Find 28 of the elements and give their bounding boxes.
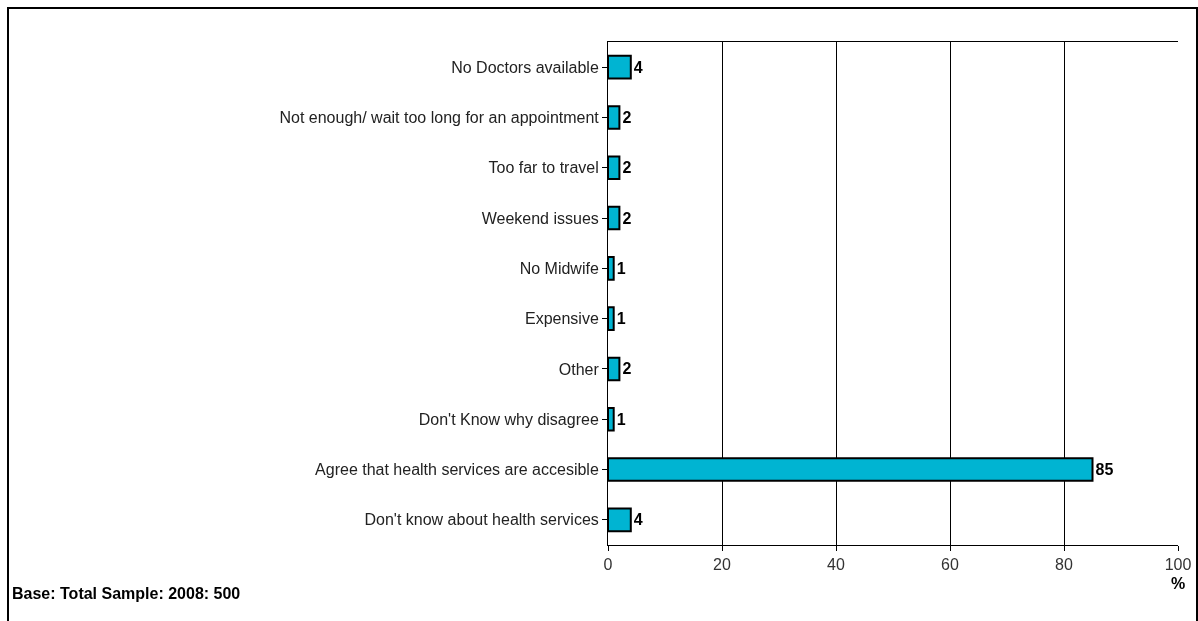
x-tick-label: 100 xyxy=(1164,556,1192,574)
x-tick-label: 20 xyxy=(713,556,731,574)
x-tick-label: 40 xyxy=(827,556,845,574)
data-label: 4 xyxy=(633,511,643,529)
data-label: 85 xyxy=(1095,461,1114,479)
data-label: 2 xyxy=(622,360,632,378)
y-tick-label: Other xyxy=(558,360,600,378)
y-tick-label: No Doctors available xyxy=(451,58,599,76)
y-tick-label: Too far to travel xyxy=(488,159,599,177)
x-tick-label: 80 xyxy=(1055,556,1073,574)
data-label: 1 xyxy=(616,259,626,277)
x-axis-title: % xyxy=(1171,575,1186,592)
data-label: 2 xyxy=(622,108,632,126)
data-label: 2 xyxy=(622,209,632,227)
y-tick-label: Don't Know why disagree xyxy=(418,410,599,428)
y-tick-label: Not enough/ wait too long for an appointment xyxy=(279,109,600,127)
x-tick-label: 60 xyxy=(941,556,959,574)
y-tick-label: Agree that health services are accesible xyxy=(315,461,599,479)
y-tick-label: No Midwife xyxy=(519,259,599,277)
y-tick-label: Weekend issues xyxy=(481,209,599,227)
data-label: 4 xyxy=(633,58,643,76)
data-label: 1 xyxy=(616,410,626,428)
y-tick-label: Expensive xyxy=(524,310,599,328)
x-tick-label: 0 xyxy=(603,556,613,574)
data-label: 1 xyxy=(616,310,626,328)
data-label: 2 xyxy=(622,159,632,177)
y-tick-label: Don't know about health services xyxy=(364,511,599,529)
text: Base: Total Sample: 2008: 500 xyxy=(12,585,241,602)
